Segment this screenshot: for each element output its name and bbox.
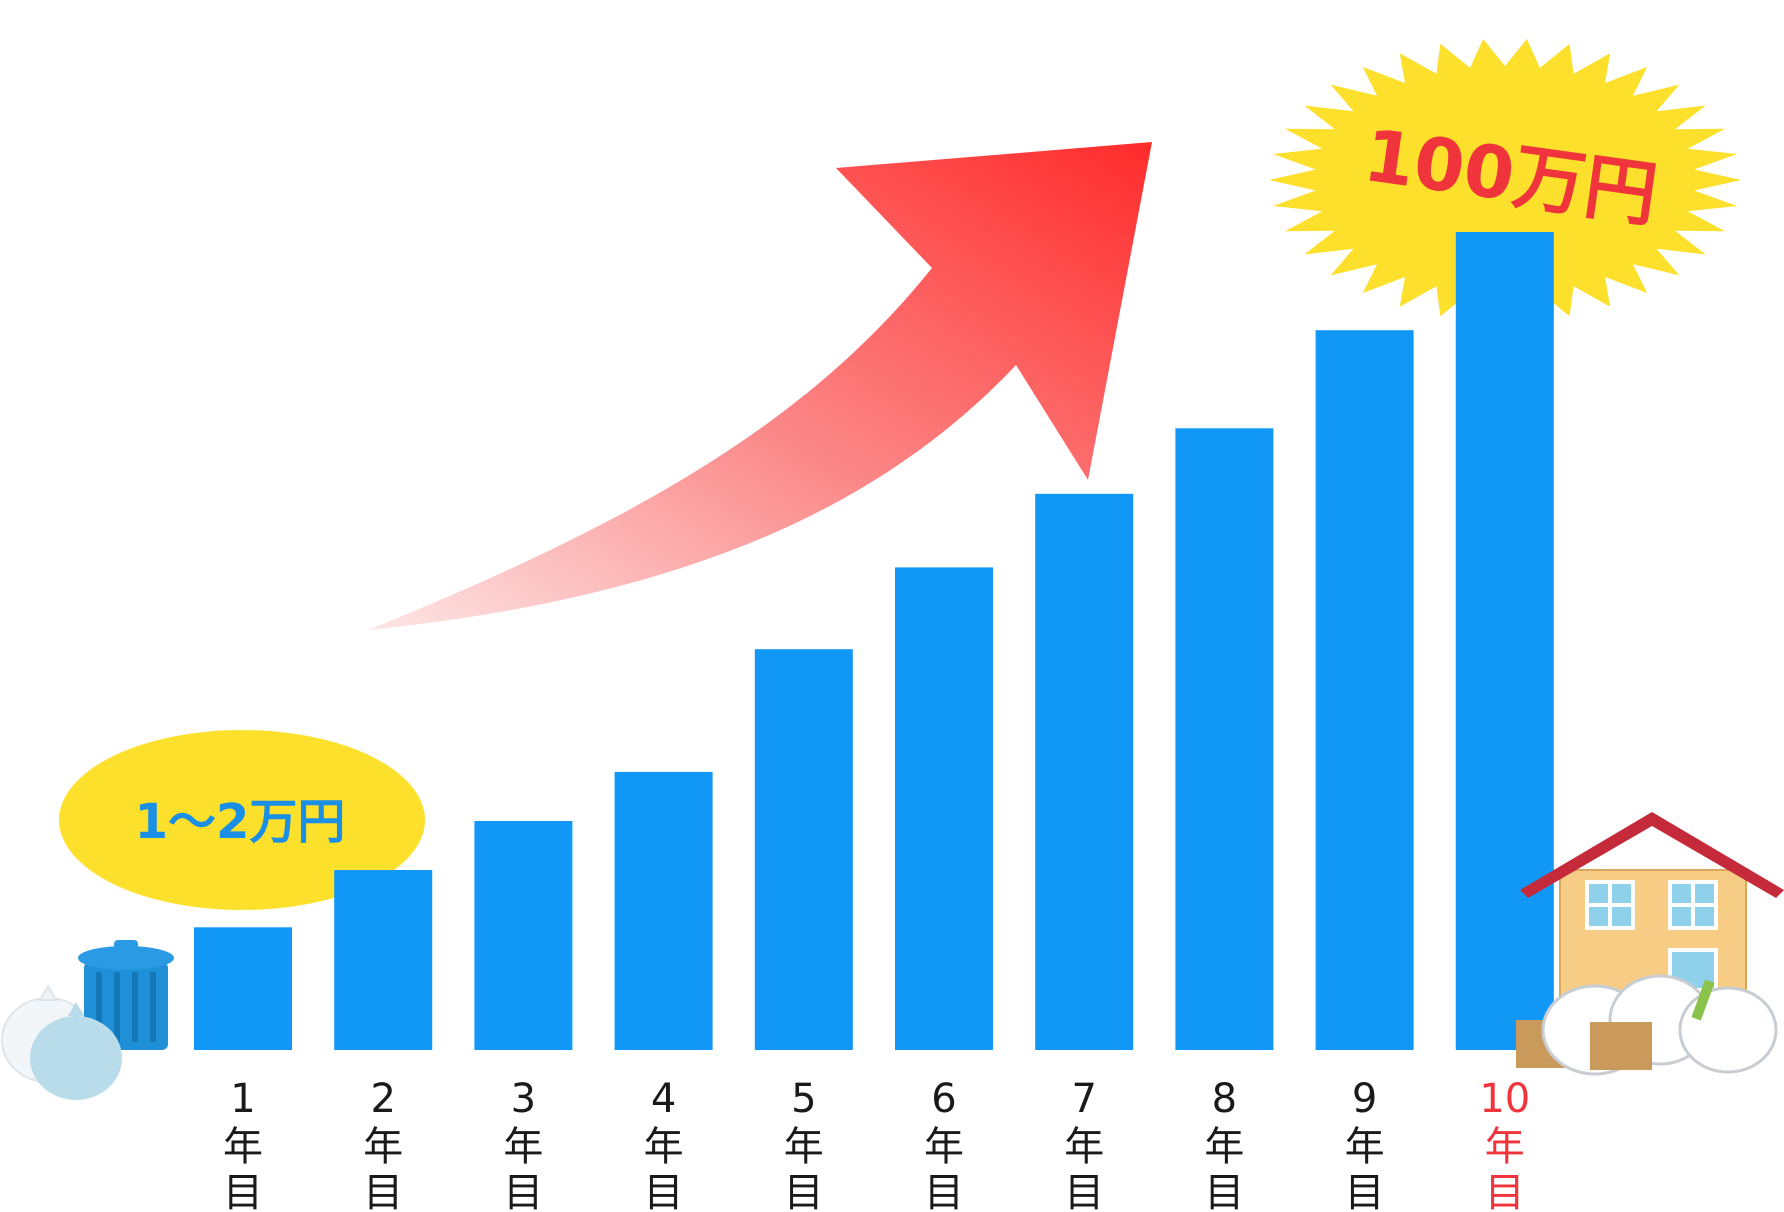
bar-1 [194, 927, 292, 1050]
x-tick-num-7: 7 [1071, 1076, 1096, 1122]
x-tick-num-4: 4 [651, 1076, 676, 1122]
x-tick-unit-8: 年 [1204, 1124, 1244, 1170]
x-tick-suffix-10: 目 [1485, 1170, 1525, 1212]
x-tick-num-9: 9 [1352, 1076, 1377, 1122]
bar-7 [1035, 493, 1134, 1050]
x-tick-suffix-7: 目 [1064, 1170, 1104, 1212]
x-tick-suffix-6: 目 [924, 1170, 964, 1212]
trend-arrow [368, 142, 1152, 630]
trash-can-with-garbage-bags-icon [1, 940, 174, 1100]
x-tick-unit-9: 年 [1345, 1124, 1385, 1170]
x-tick-label-3: 3年目 [503, 1076, 543, 1212]
bar-2 [334, 870, 433, 1050]
x-tick-suffix-3: 目 [503, 1170, 543, 1212]
x-tick-label-1: 1年目 [223, 1076, 263, 1212]
bar-6 [895, 567, 993, 1050]
x-tick-suffix-4: 目 [644, 1170, 684, 1212]
bar-3 [474, 821, 573, 1050]
x-tick-label-8: 8年目 [1204, 1076, 1244, 1212]
x-tick-num-3: 3 [511, 1076, 536, 1122]
x-tick-unit-7: 年 [1064, 1124, 1104, 1170]
bar-10 [1455, 232, 1554, 1050]
x-tick-unit-3: 年 [503, 1124, 543, 1170]
x-tick-num-2: 2 [370, 1076, 395, 1122]
bar-9 [1315, 330, 1414, 1050]
x-tick-label-2: 2年目 [363, 1076, 403, 1212]
x-tick-label-5: 5年目 [784, 1076, 824, 1212]
x-tick-unit-1: 年 [223, 1124, 263, 1170]
callout-burst-high: 100万円 [1269, 39, 1741, 321]
x-tick-num-5: 5 [791, 1076, 816, 1122]
bar-5 [754, 649, 853, 1050]
x-tick-num-8: 8 [1212, 1076, 1237, 1122]
x-tick-unit-2: 年 [363, 1124, 403, 1170]
x-tick-suffix-1: 目 [223, 1170, 263, 1212]
x-tick-num-10: 10 [1479, 1076, 1530, 1122]
x-tick-label-7: 7年目 [1064, 1076, 1104, 1212]
x-tick-num-6: 6 [931, 1076, 956, 1122]
x-tick-unit-10: 年 [1485, 1124, 1525, 1170]
callout-low-label: 1〜2万円 [135, 794, 346, 850]
x-tick-unit-5: 年 [784, 1124, 824, 1170]
house-with-garbage-bags-icon [1516, 812, 1784, 1076]
bar-4 [614, 771, 713, 1050]
x-tick-suffix-9: 目 [1345, 1170, 1385, 1212]
x-tick-suffix-8: 目 [1204, 1170, 1244, 1212]
x-tick-unit-4: 年 [644, 1124, 684, 1170]
x-tick-label-6: 6年目 [924, 1076, 964, 1212]
x-tick-suffix-2: 目 [363, 1170, 403, 1212]
x-tick-num-1: 1 [230, 1076, 255, 1122]
x-tick-label-9: 9年目 [1345, 1076, 1385, 1212]
bar-8 [1175, 428, 1274, 1050]
x-tick-label-4: 4年目 [644, 1076, 684, 1212]
x-tick-suffix-5: 目 [784, 1170, 824, 1212]
bar-group [194, 232, 1554, 1050]
x-tick-unit-6: 年 [924, 1124, 964, 1170]
callout-ellipse-low: 1〜2万円 [59, 730, 425, 910]
